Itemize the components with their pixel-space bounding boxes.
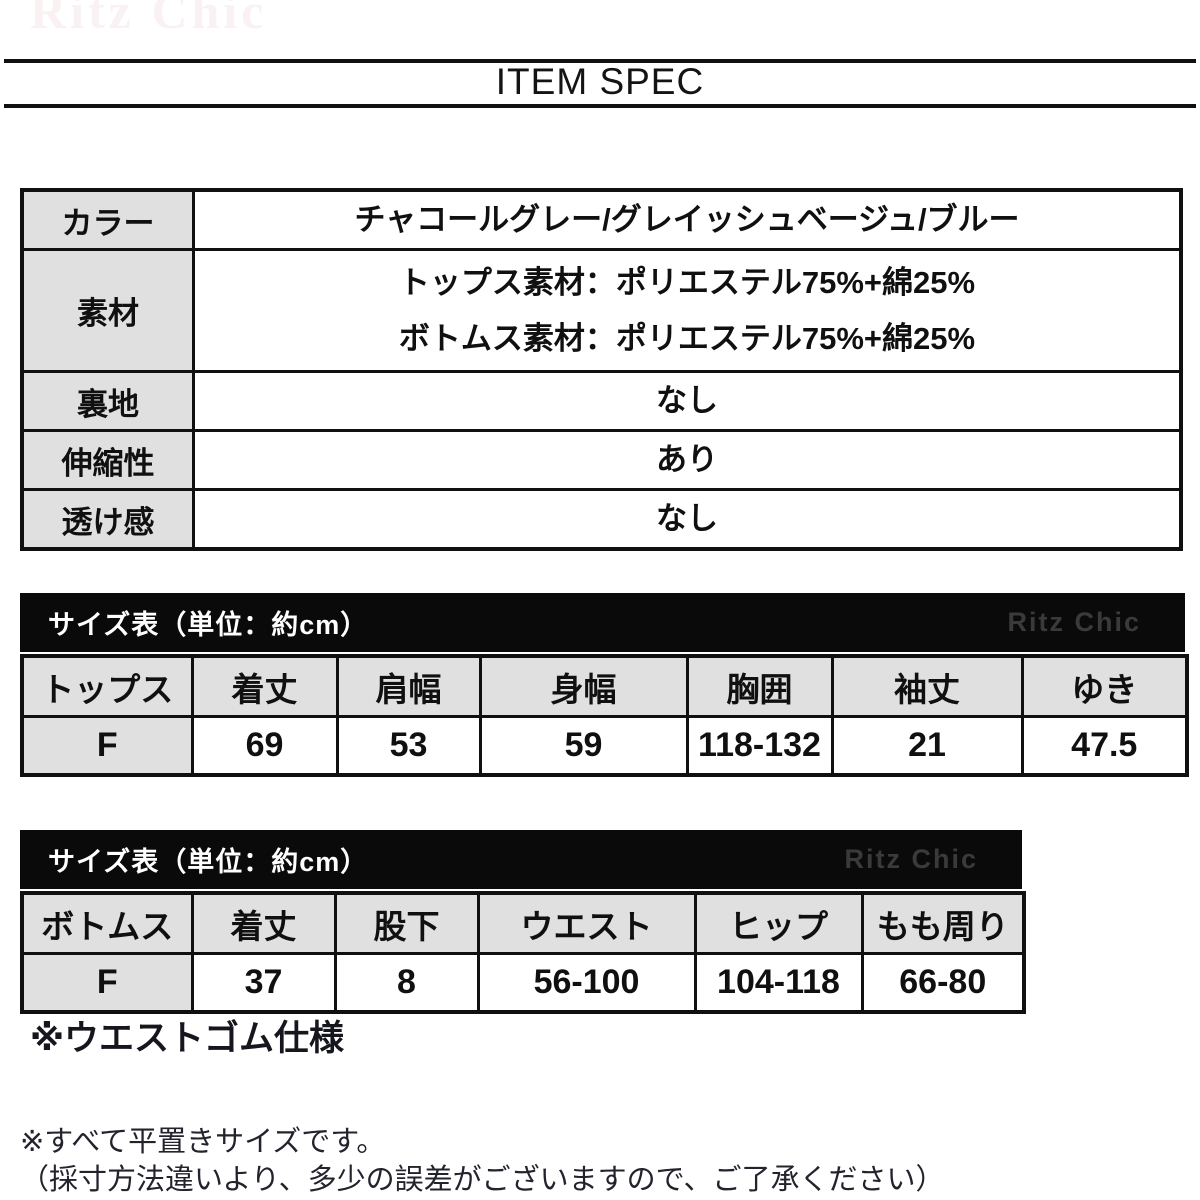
spec-row-value: トップス素材：ポリエステル75%+綿25% ボトムス素材：ポリエステル75%+綿2… [192, 248, 1183, 373]
spec-value-line: あり [656, 442, 718, 477]
title-rule-bottom [4, 104, 1196, 108]
size-row-label: F [20, 952, 194, 1014]
size-data-row: F 69 53 59 118-132 21 47.5 [20, 715, 1189, 777]
size-data-row: F 37 8 56-100 104-118 66-80 [20, 952, 1026, 1014]
spec-value-line: ボトムス素材：ポリエステル75%+綿25% [398, 320, 976, 356]
title-rule-top [4, 59, 1196, 63]
brand-watermark: Ritz Chic [30, 0, 268, 39]
size-col-header: 肩幅 [335, 654, 482, 718]
spec-value-line: なし [656, 383, 718, 418]
spec-row: 伸縮性 あり [20, 429, 1183, 491]
spec-value-line: チャコールグレー/グレイッシュベージュ/ブルー [354, 202, 1020, 237]
size-col-header: 胸囲 [685, 654, 834, 718]
page-title: ITEM SPEC [495, 61, 705, 102]
size-cell: 53 [335, 715, 482, 777]
size-cell: 37 [190, 952, 337, 1014]
size-table-bottoms-title: サイズ表（単位：約cm） [48, 847, 369, 877]
spec-row-label: 伸縮性 [20, 429, 195, 491]
size-col-header: トップス [20, 654, 194, 718]
size-col-header: 股下 [333, 891, 480, 955]
spec-row-label: カラー [20, 188, 195, 251]
size-col-header: 身幅 [478, 654, 689, 718]
size-cell: 59 [478, 715, 689, 777]
size-cell: 47.5 [1020, 715, 1189, 777]
size-table-bottoms: サイズ表（単位：約cm） Ritz Chic ボトムス 着丈 股下 ウエスト ヒップ もも… [20, 830, 1026, 1014]
waist-elastic-note: ※ウエストゴム仕様 [30, 1019, 345, 1058]
spec-row: 素材 トップス素材：ポリエステル75%+綿25% ボトムス素材：ポリエステル75%+… [20, 248, 1183, 373]
size-table-bottoms-brand-label: Ritz Chic [844, 844, 978, 874]
spec-row-value: チャコールグレー/グレイッシュベージュ/ブルー [192, 188, 1183, 251]
spec-row-value: なし [192, 370, 1183, 432]
spec-row-value: あり [192, 429, 1183, 491]
size-cell: 69 [190, 715, 339, 777]
spec-value-line: トップス素材：ポリエステル75%+綿25% [398, 264, 976, 300]
size-table-tops-title: サイズ表（単位：約cm） [48, 610, 369, 640]
size-col-header: 着丈 [190, 654, 339, 718]
size-table-bottoms-grid: ボトムス 着丈 股下 ウエスト ヒップ もも周り F 37 8 56-100 104-118 66-8… [20, 891, 1026, 1014]
spec-row: カラー チャコールグレー/グレイッシュベージュ/ブルー [20, 188, 1183, 251]
size-row-label: F [20, 715, 194, 777]
size-header-row: トップス 着丈 肩幅 身幅 胸囲 袖丈 ゆき [20, 654, 1189, 718]
size-cell: 104-118 [693, 952, 864, 1014]
size-col-header: 着丈 [190, 891, 337, 955]
flat-size-note: ※すべて平置きサイズです。 [20, 1126, 386, 1158]
size-col-header: ヒップ [693, 891, 864, 955]
size-header-row: ボトムス 着丈 股下 ウエスト ヒップ もも周り [20, 891, 1026, 955]
size-cell: 8 [333, 952, 480, 1014]
size-table-tops-brand-label: Ritz Chic [1007, 607, 1141, 637]
spec-value-line: なし [656, 501, 718, 536]
spec-row-value: なし [192, 488, 1183, 551]
size-table-tops-grid: トップス 着丈 肩幅 身幅 胸囲 袖丈 ゆき F 69 53 59 118-132 21 47.5 [20, 654, 1189, 777]
size-cell: 56-100 [476, 952, 697, 1014]
size-col-header: ボトムス [20, 891, 194, 955]
spec-row-label: 素材 [20, 248, 195, 373]
size-col-header: 袖丈 [830, 654, 1024, 718]
size-col-header: ゆき [1020, 654, 1189, 718]
spec-row-label: 裏地 [20, 370, 195, 432]
tolerance-note: （採寸方法違いより、多少の誤差がございますので、ご了承ください） [20, 1164, 945, 1196]
spec-row: 透け感 なし [20, 488, 1183, 551]
size-cell: 118-132 [685, 715, 834, 777]
spec-table-body: カラー チャコールグレー/グレイッシュベージュ/ブルー 素材 トップス素材：ポリエステ… [20, 188, 1183, 551]
size-cell: 21 [830, 715, 1024, 777]
spec-table: カラー チャコールグレー/グレイッシュベージュ/ブルー 素材 トップス素材：ポリエステ… [20, 188, 1183, 551]
size-col-header: ウエスト [476, 891, 697, 955]
size-table-bottoms-band: サイズ表（単位：約cm） Ritz Chic [20, 830, 1022, 889]
size-cell: 66-80 [860, 952, 1026, 1014]
size-table-tops-band: サイズ表（単位：約cm） Ritz Chic [20, 593, 1185, 652]
size-col-header: もも周り [860, 891, 1026, 955]
spec-row: 裏地 なし [20, 370, 1183, 432]
spec-row-label: 透け感 [20, 488, 195, 551]
size-table-tops: サイズ表（単位：約cm） Ritz Chic トップス 着丈 肩幅 身幅 胸囲 袖丈 ゆき F… [20, 593, 1189, 777]
